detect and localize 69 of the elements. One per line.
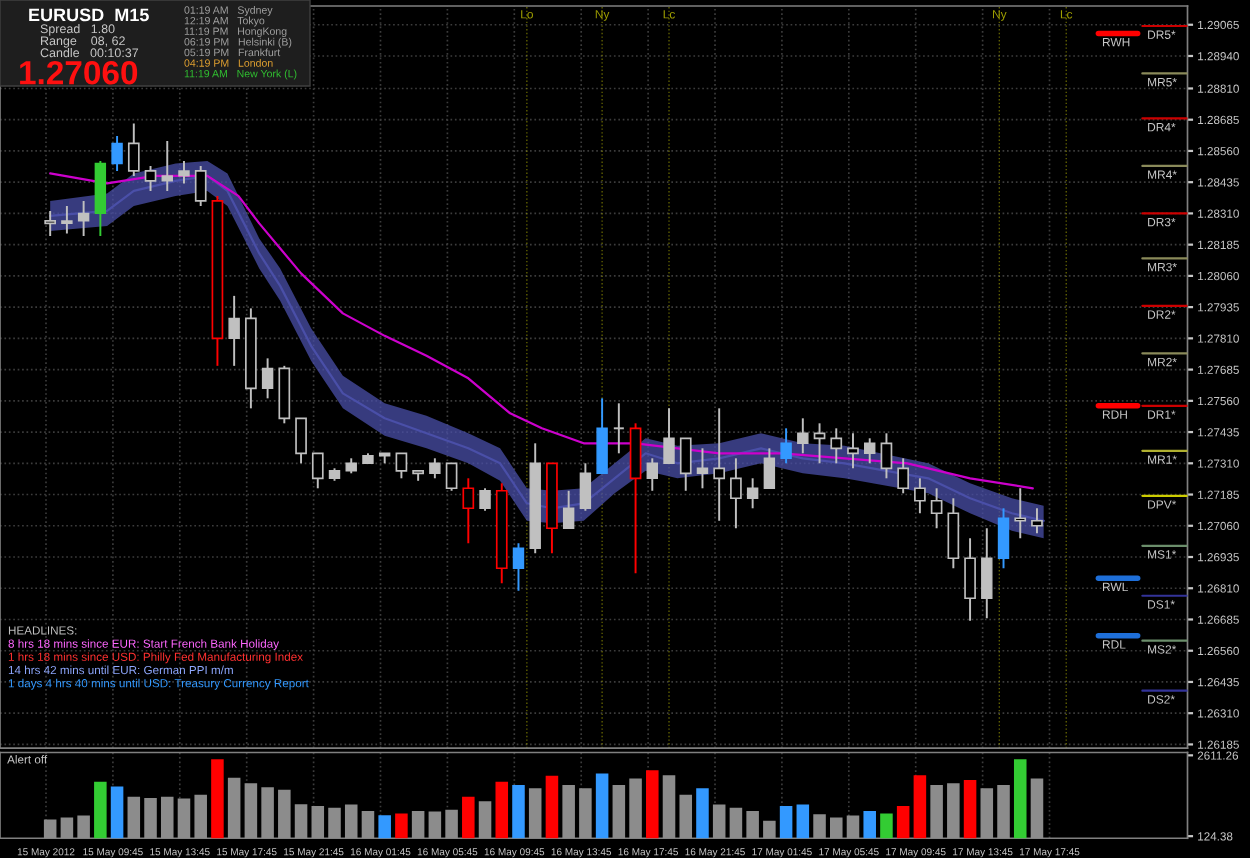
candlestick [813, 422, 826, 465]
bar [779, 806, 793, 839]
candlestick [713, 407, 726, 522]
candlestick [228, 294, 240, 367]
bar [512, 784, 525, 839]
candlestick [77, 199, 90, 237]
candlestick [730, 457, 742, 530]
candlestick [111, 134, 123, 172]
candlestick [646, 457, 659, 492]
candlestick [295, 417, 307, 465]
candlestick [930, 487, 943, 530]
bar [696, 788, 709, 839]
candlestick [445, 462, 458, 492]
candlestick [178, 159, 190, 185]
candlestick [797, 417, 809, 455]
bar [880, 813, 893, 839]
annotation: 1.27060 [20, 60, 138, 85]
candlestick [161, 139, 173, 192]
bar [395, 813, 408, 839]
candlestick [981, 527, 993, 620]
candlestick [579, 462, 592, 512]
candlestick [311, 452, 324, 490]
candlestick [847, 432, 859, 470]
candlestick [679, 437, 692, 492]
bar [94, 781, 107, 839]
bar [1013, 759, 1027, 839]
candlestick [1014, 487, 1027, 540]
candlestick [897, 457, 910, 495]
candlestick [61, 204, 73, 235]
bar [913, 775, 927, 839]
candlestick [1031, 507, 1043, 535]
bar [646, 770, 659, 839]
candlestick [429, 457, 441, 480]
candlestick [261, 357, 274, 400]
candlestick [964, 537, 976, 622]
candlestick [763, 447, 776, 490]
candlestick [395, 452, 408, 480]
bar [378, 815, 391, 839]
candlestick [780, 427, 792, 465]
candlestick [144, 164, 157, 192]
candlestick [746, 477, 759, 510]
candlestick [864, 437, 876, 465]
candlestick [596, 397, 608, 475]
candlestick [663, 407, 675, 465]
bar [963, 780, 977, 839]
bar [545, 775, 559, 839]
candlestick [512, 542, 525, 592]
candlestick [914, 477, 926, 515]
bar [110, 786, 124, 839]
candlestick [947, 497, 960, 570]
bar [796, 804, 810, 839]
bar [863, 810, 876, 839]
candlestick [997, 507, 1010, 570]
bar [462, 796, 475, 839]
candlestick [462, 477, 475, 545]
candlestick [127, 122, 140, 177]
candlestick [696, 447, 709, 490]
candlestick [612, 402, 625, 455]
bar [595, 773, 609, 839]
bar [896, 806, 910, 839]
candlestick [44, 209, 57, 237]
bar [495, 781, 509, 839]
candlestick [479, 487, 491, 512]
candlestick [562, 489, 575, 530]
candlestick [194, 164, 207, 207]
bar [211, 759, 224, 839]
candlestick [880, 432, 893, 480]
annotation: EURUSD M15 [29, 8, 149, 22]
candlestick [830, 427, 843, 465]
